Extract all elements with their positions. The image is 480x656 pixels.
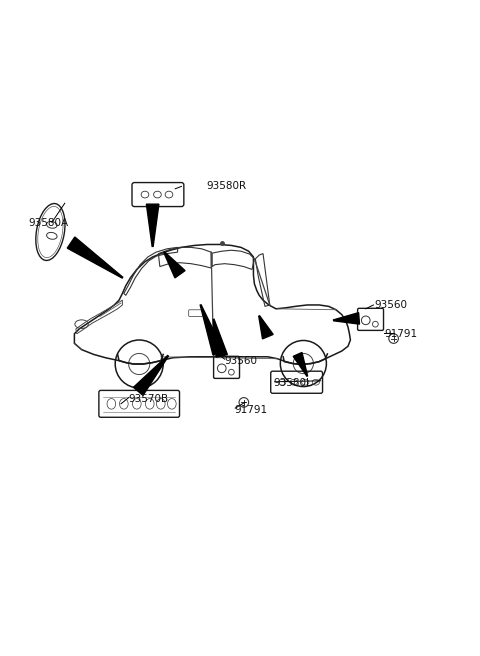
Text: 93580L: 93580L [274,379,312,388]
Polygon shape [334,313,360,324]
Polygon shape [293,352,308,376]
Polygon shape [133,356,168,396]
Text: 93560: 93560 [374,300,408,310]
Text: 93580A: 93580A [29,218,69,228]
Text: 91791: 91791 [384,329,417,338]
Polygon shape [200,305,224,355]
Polygon shape [213,319,228,357]
Text: 93580R: 93580R [206,182,247,192]
Text: 93560: 93560 [225,356,258,365]
Text: 93570B: 93570B [129,394,169,404]
Polygon shape [259,316,273,339]
Polygon shape [146,204,159,247]
Polygon shape [164,252,185,278]
Text: 91791: 91791 [234,405,267,415]
Polygon shape [67,237,123,278]
